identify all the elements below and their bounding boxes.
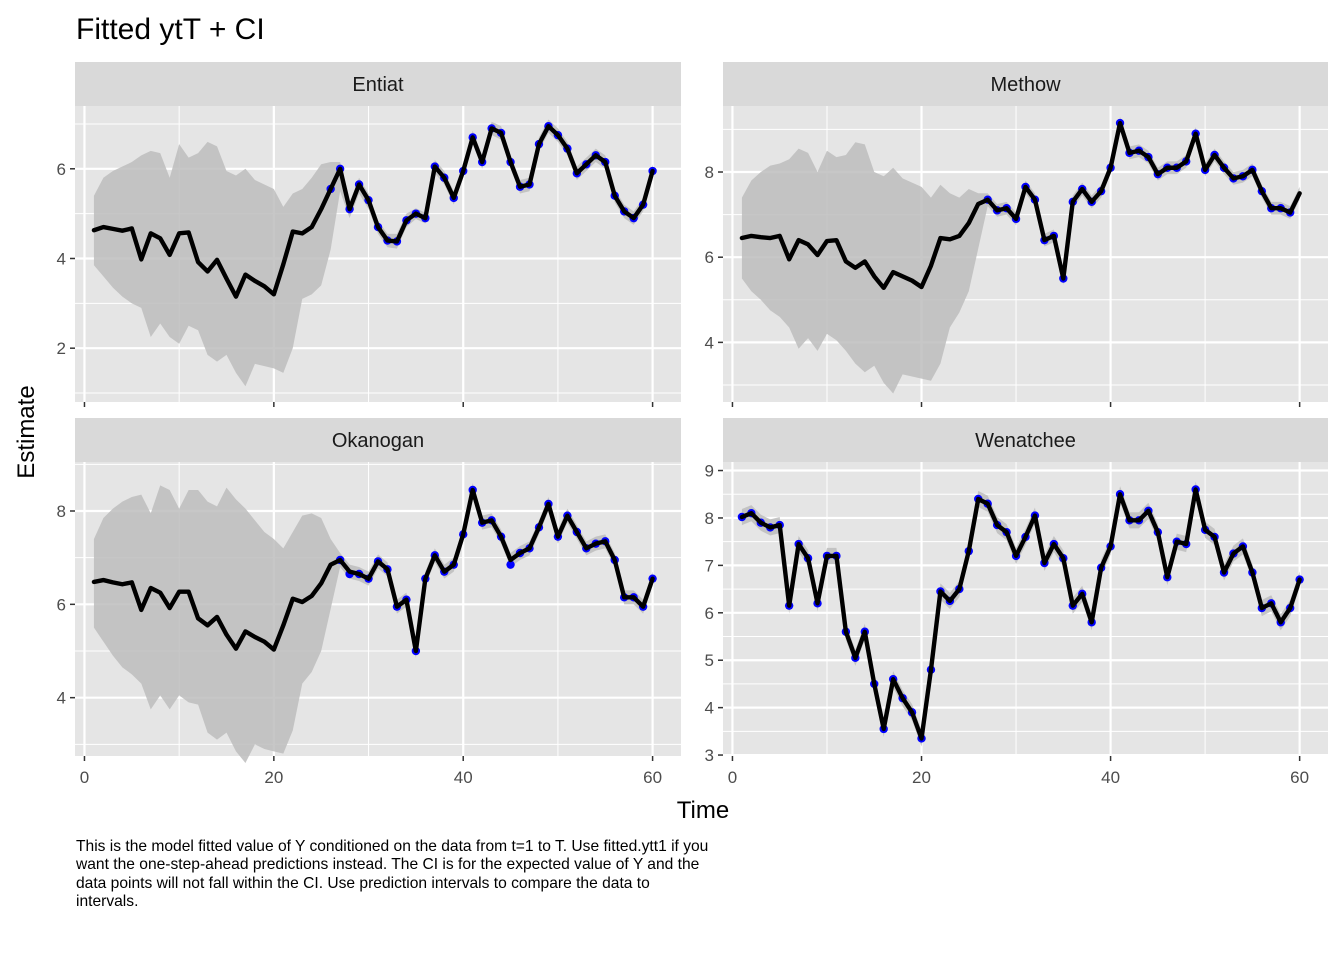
y-tick-label: 2 [57, 339, 66, 358]
facet-panel-okanogan: Okanogan 4 6 8 0 20 40 60 [57, 418, 681, 787]
y-tick-label: 6 [57, 595, 66, 614]
x-tick-label: 60 [1290, 768, 1309, 787]
y-tick-label: 4 [57, 249, 66, 268]
fitted-line [91, 123, 655, 299]
y-tick-label: 4 [705, 699, 714, 718]
chart-title: Fitted ytT + CI [76, 13, 265, 46]
x-tick-label: 40 [454, 768, 473, 787]
chart-caption: This is the model fitted value of Y cond… [76, 838, 709, 911]
y-tick-label: 6 [57, 160, 66, 179]
y-tick-label: 5 [705, 651, 714, 670]
x-tick-label: 0 [80, 768, 89, 787]
fitted-line [739, 120, 1302, 291]
x-tick-label: 0 [728, 768, 737, 787]
facet-panel-methow: Methow 4 6 8 [705, 62, 1328, 407]
x-tick-label: 20 [912, 768, 931, 787]
ci-ribbon [741, 116, 1300, 394]
y-tick-label: 8 [705, 509, 714, 528]
y-tick-label: 3 [705, 746, 714, 765]
data-point [506, 560, 515, 569]
ci-ribbon [93, 483, 653, 763]
facet-panel-entiat: Entiat 2 4 6 [57, 62, 681, 407]
facet-strip-label: Methow [990, 74, 1061, 96]
facet-strip-label: Entiat [352, 74, 404, 96]
fitted-line [739, 487, 1302, 741]
fitted-line [91, 487, 655, 654]
x-tick-label: 40 [1101, 768, 1120, 787]
x-axis-title: Time [677, 797, 729, 824]
facet-strip [75, 62, 681, 106]
facet-strip [723, 418, 1328, 462]
facet-strip-label: Okanogan [332, 430, 424, 452]
y-tick-label: 8 [705, 163, 714, 182]
ci-ribbon [93, 119, 653, 387]
y-tick-label: 9 [705, 462, 714, 481]
facet-strip-label: Wenatchee [975, 430, 1076, 452]
y-tick-label: 6 [705, 604, 714, 623]
facet-panel-wenatchee: Wenatchee 3 4 5 6 7 8 9 0 20 40 60 [705, 418, 1328, 787]
facet-strip [75, 418, 681, 462]
x-tick-label: 60 [643, 768, 662, 787]
y-tick-label: 7 [705, 556, 714, 575]
y-axis-title: Estimate [13, 385, 40, 478]
y-tick-label: 4 [705, 333, 714, 352]
panel-background [723, 462, 1328, 756]
x-tick-label: 20 [264, 768, 283, 787]
y-tick-label: 6 [705, 248, 714, 267]
facet-strip [723, 62, 1328, 106]
y-tick-label: 4 [57, 689, 66, 708]
y-tick-label: 8 [57, 502, 66, 521]
